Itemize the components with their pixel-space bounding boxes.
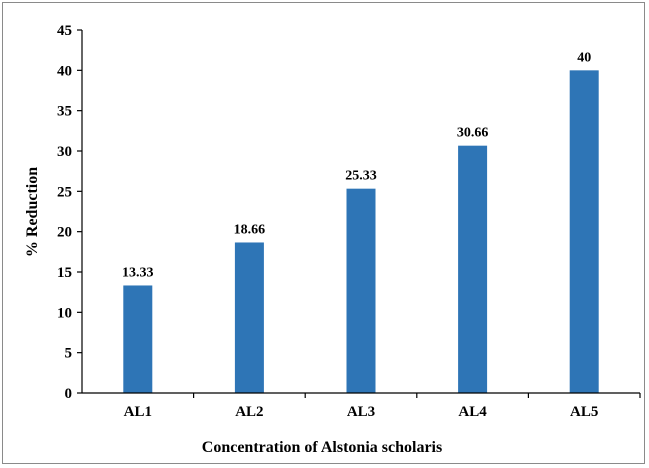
bar-al5 <box>569 70 599 393</box>
bar-al4 <box>458 145 488 393</box>
y-tick-label: 45 <box>57 23 72 39</box>
y-tick-label: 40 <box>57 63 72 79</box>
y-tick-label: 20 <box>57 225 72 241</box>
bar-al1 <box>123 285 153 393</box>
y-tick-label: 5 <box>65 346 73 362</box>
y-tick-label: 15 <box>57 265 72 281</box>
data-label: 13.33 <box>122 265 154 280</box>
x-tick-label: AL1 <box>124 404 152 420</box>
bar-al2 <box>234 242 264 393</box>
y-tick-label: 25 <box>57 184 72 200</box>
bar-al3 <box>346 188 376 393</box>
data-label: 18.66 <box>234 222 266 237</box>
x-axis-title: Concentration of Alstonia scholaris <box>202 439 442 456</box>
x-tick-label: AL4 <box>458 404 487 420</box>
x-tick-label: AL2 <box>235 404 263 420</box>
y-axis-title: % Reduction <box>24 167 41 257</box>
x-tick-label: AL5 <box>570 404 598 420</box>
x-axis-ticks: AL1 AL2 AL3 AL4 AL5 <box>124 393 641 420</box>
chart-frame <box>2 2 645 464</box>
data-label: 25.33 <box>345 169 377 184</box>
x-tick-label: AL3 <box>347 404 375 420</box>
y-axis-ticks: 0 5 10 15 20 25 30 35 40 45 <box>57 23 82 402</box>
data-label: 40 <box>577 50 591 65</box>
y-tick-label: 10 <box>57 305 72 321</box>
data-labels: 13.33 18.66 25.33 30.66 40 <box>122 50 591 280</box>
y-tick-label: 35 <box>57 104 72 120</box>
data-label: 30.66 <box>457 126 489 141</box>
y-tick-label: 0 <box>65 386 73 402</box>
bars <box>123 70 599 393</box>
y-tick-label: 30 <box>57 144 72 160</box>
